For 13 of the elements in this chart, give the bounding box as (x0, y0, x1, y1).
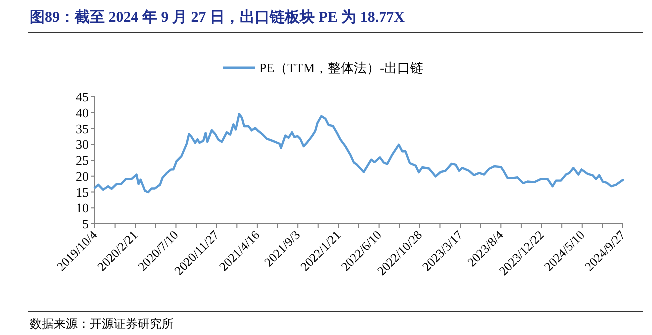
y-tick-label: 30 (76, 137, 89, 152)
legend-label: PE（TTM，整体法）-出口链 (260, 60, 424, 76)
note: 数据来源：开源证券研究所 (30, 317, 174, 331)
y-tick-label: 5 (82, 216, 89, 232)
y-tick-label: 10 (76, 200, 89, 216)
y-tick-label: 15 (76, 184, 89, 200)
y-tick-label: 35 (76, 121, 89, 136)
y-tick-label: 20 (76, 168, 89, 184)
y-tick-label: 45 (76, 90, 89, 104)
legend: PE（TTM，整体法）-出口链 (224, 60, 424, 76)
y-tick-label: 25 (76, 153, 89, 168)
y-tick-label: 40 (76, 105, 89, 120)
title: 图89：截至 2024 年 9 月 27 日，出口链板块 PE 为 18.77X (30, 10, 405, 26)
